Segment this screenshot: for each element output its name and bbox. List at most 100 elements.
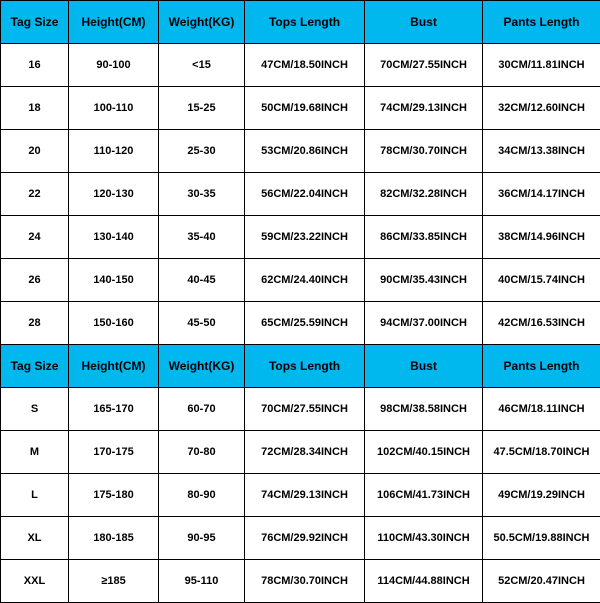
cell: 40CM/15.74INCH [483, 259, 600, 302]
cell: 110CM/43.30INCH [365, 517, 483, 560]
cell: <15 [159, 44, 245, 87]
cell: 82CM/32.28INCH [365, 173, 483, 216]
cell: XXL [1, 560, 69, 603]
cell: 106CM/41.73INCH [365, 474, 483, 517]
cell: 30-35 [159, 173, 245, 216]
cell: 90-95 [159, 517, 245, 560]
cell: 46CM/18.11INCH [483, 388, 600, 431]
cell: 86CM/33.85INCH [365, 216, 483, 259]
cell: 90-100 [69, 44, 159, 87]
col-header: Tag Size [1, 345, 69, 388]
cell: 110-120 [69, 130, 159, 173]
table-row: 28 150-160 45-50 65CM/25.59INCH 94CM/37.… [1, 302, 600, 345]
cell: 62CM/24.40INCH [245, 259, 365, 302]
cell: 180-185 [69, 517, 159, 560]
cell: 94CM/37.00INCH [365, 302, 483, 345]
cell: 165-170 [69, 388, 159, 431]
table-row: S 165-170 60-70 70CM/27.55INCH 98CM/38.5… [1, 388, 600, 431]
table-row: 20 110-120 25-30 53CM/20.86INCH 78CM/30.… [1, 130, 600, 173]
cell: 74CM/29.13INCH [245, 474, 365, 517]
header-row: Tag Size Height(CM) Weight(KG) Tops Leng… [1, 345, 600, 388]
col-header: Weight(KG) [159, 1, 245, 44]
cell: 22 [1, 173, 69, 216]
cell: 59CM/23.22INCH [245, 216, 365, 259]
table-row: 24 130-140 35-40 59CM/23.22INCH 86CM/33.… [1, 216, 600, 259]
cell: 70CM/27.55INCH [365, 44, 483, 87]
cell: 47CM/18.50INCH [245, 44, 365, 87]
cell: 98CM/38.58INCH [365, 388, 483, 431]
cell: 40-45 [159, 259, 245, 302]
cell: 50CM/19.68INCH [245, 87, 365, 130]
size-chart-container: Tag Size Height(CM) Weight(KG) Tops Leng… [0, 0, 600, 600]
cell: 32CM/12.60INCH [483, 87, 600, 130]
cell: 102CM/40.15INCH [365, 431, 483, 474]
col-header: Weight(KG) [159, 345, 245, 388]
cell: 100-110 [69, 87, 159, 130]
cell: 60-70 [159, 388, 245, 431]
cell: 26 [1, 259, 69, 302]
cell: S [1, 388, 69, 431]
cell: 70CM/27.55INCH [245, 388, 365, 431]
col-header: Height(CM) [69, 1, 159, 44]
col-header: Tops Length [245, 1, 365, 44]
cell: 175-180 [69, 474, 159, 517]
cell: 114CM/44.88INCH [365, 560, 483, 603]
cell: 78CM/30.70INCH [365, 130, 483, 173]
cell: 150-160 [69, 302, 159, 345]
col-header: Bust [365, 1, 483, 44]
cell: 52CM/20.47INCH [483, 560, 600, 603]
table-body: Tag Size Height(CM) Weight(KG) Tops Leng… [1, 1, 600, 603]
cell: 72CM/28.34INCH [245, 431, 365, 474]
table-row: XL 180-185 90-95 76CM/29.92INCH 110CM/43… [1, 517, 600, 560]
cell: XL [1, 517, 69, 560]
col-header: Height(CM) [69, 345, 159, 388]
cell: 25-30 [159, 130, 245, 173]
cell: 90CM/35.43INCH [365, 259, 483, 302]
cell: L [1, 474, 69, 517]
cell: 53CM/20.86INCH [245, 130, 365, 173]
cell: 49CM/19.29INCH [483, 474, 600, 517]
cell: 15-25 [159, 87, 245, 130]
cell: 95-110 [159, 560, 245, 603]
cell: 18 [1, 87, 69, 130]
cell: 47.5CM/18.70INCH [483, 431, 600, 474]
cell: 20 [1, 130, 69, 173]
size-chart-table: Tag Size Height(CM) Weight(KG) Tops Leng… [0, 0, 600, 603]
col-header: Pants Length [483, 1, 600, 44]
cell: 65CM/25.59INCH [245, 302, 365, 345]
cell: 74CM/29.13INCH [365, 87, 483, 130]
cell: 120-130 [69, 173, 159, 216]
cell: 50.5CM/19.88INCH [483, 517, 600, 560]
table-row: 26 140-150 40-45 62CM/24.40INCH 90CM/35.… [1, 259, 600, 302]
cell: 16 [1, 44, 69, 87]
cell: 24 [1, 216, 69, 259]
table-row: 22 120-130 30-35 56CM/22.04INCH 82CM/32.… [1, 173, 600, 216]
cell: 28 [1, 302, 69, 345]
col-header: Pants Length [483, 345, 600, 388]
cell: 80-90 [159, 474, 245, 517]
col-header: Bust [365, 345, 483, 388]
cell: M [1, 431, 69, 474]
table-row: L 175-180 80-90 74CM/29.13INCH 106CM/41.… [1, 474, 600, 517]
cell: 36CM/14.17INCH [483, 173, 600, 216]
cell: 30CM/11.81INCH [483, 44, 600, 87]
cell: 76CM/29.92INCH [245, 517, 365, 560]
col-header: Tag Size [1, 1, 69, 44]
cell: 35-40 [159, 216, 245, 259]
table-row: 16 90-100 <15 47CM/18.50INCH 70CM/27.55I… [1, 44, 600, 87]
cell: 140-150 [69, 259, 159, 302]
cell: 38CM/14.96INCH [483, 216, 600, 259]
cell: 130-140 [69, 216, 159, 259]
cell: 170-175 [69, 431, 159, 474]
col-header: Tops Length [245, 345, 365, 388]
cell: 56CM/22.04INCH [245, 173, 365, 216]
table-row: M 170-175 70-80 72CM/28.34INCH 102CM/40.… [1, 431, 600, 474]
table-row: 18 100-110 15-25 50CM/19.68INCH 74CM/29.… [1, 87, 600, 130]
cell: 34CM/13.38INCH [483, 130, 600, 173]
cell: 78CM/30.70INCH [245, 560, 365, 603]
header-row: Tag Size Height(CM) Weight(KG) Tops Leng… [1, 1, 600, 44]
cell: ≥185 [69, 560, 159, 603]
cell: 70-80 [159, 431, 245, 474]
cell: 45-50 [159, 302, 245, 345]
cell: 42CM/16.53INCH [483, 302, 600, 345]
